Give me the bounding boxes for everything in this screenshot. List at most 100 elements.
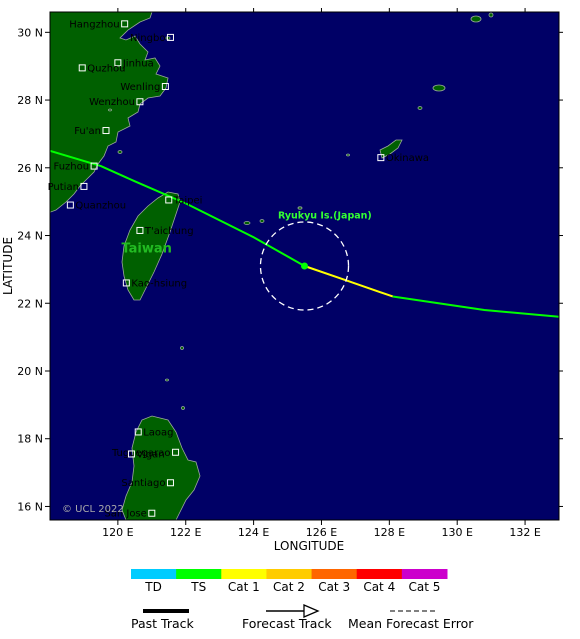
forecast-arrow-icon [303, 604, 320, 618]
city-marker [66, 201, 74, 209]
islet-g [297, 206, 303, 210]
islet-e [259, 219, 265, 223]
forecast-track-label: Forecast Track [242, 616, 332, 631]
taiwan-land [121, 191, 181, 301]
legend-category-label: Cat 5 [408, 580, 440, 594]
okinawa-island [379, 139, 403, 159]
x-tick-label: 130 E [441, 526, 472, 539]
y-tick-label: 16 N [17, 500, 43, 513]
city-label: Laoag [143, 427, 173, 438]
city-marker [78, 64, 86, 72]
axis-ticks: 120 E 122 E 124 E 126 E 128 E 130 E 132 E 16 N 1… [17, 8, 563, 539]
city-marker [161, 83, 169, 91]
city-marker [136, 98, 144, 106]
city-marker [166, 479, 174, 487]
x-tick-label: 132 E [509, 526, 540, 539]
islet-b [462, 7, 468, 11]
region-label-ryukyu: Ryukyu Is.(Japan) [278, 211, 372, 222]
city-marker [148, 509, 156, 517]
island-north-east [470, 15, 482, 23]
city-marker [172, 448, 180, 456]
mean-error-label: Mean Forecast Error [348, 616, 474, 631]
forecast-track-line-ts [392, 295, 559, 318]
city-label: Ningbo [130, 33, 165, 44]
city-marker [165, 196, 173, 204]
plot-frame [49, 11, 560, 521]
city-marker [134, 428, 142, 436]
islet-h [180, 346, 184, 350]
city-marker [166, 33, 174, 41]
city-marker [80, 182, 88, 190]
legend-swatch [131, 569, 177, 579]
city-marker [127, 450, 135, 458]
islet-j [165, 378, 169, 382]
island-amami [432, 84, 446, 92]
y-tick-label: 30 N [17, 26, 43, 39]
city-marker [90, 162, 98, 170]
x-axis-title: LONGITUDE [274, 539, 344, 553]
x-tick-label: 120 E [102, 526, 133, 539]
city-marker [102, 127, 110, 135]
city-label: Fu'an [74, 126, 101, 137]
islet-m [165, 36, 171, 40]
legend-swatch [221, 569, 267, 579]
legend-category-label: TD [144, 580, 162, 594]
y-tick-label: 22 N [17, 297, 43, 310]
region-label-taiwan: Taiwan [121, 241, 171, 256]
city-label: Hangzhou [69, 19, 119, 30]
y-tick-label: 18 N [17, 433, 43, 446]
luzon-land [121, 415, 201, 520]
islet-d [243, 221, 251, 225]
city-label: Fuzhou [54, 162, 90, 173]
city-label: San Jose [104, 509, 146, 520]
city-label: Kao-hsiung [131, 278, 187, 289]
x-tick-label: 128 E [374, 526, 405, 539]
y-tick-label: 24 N [17, 230, 43, 243]
city-label: Vigan [136, 449, 164, 460]
legend-swatch [401, 569, 448, 579]
city-label: Wenling [120, 82, 160, 93]
forecast-track-line-cat1 [304, 265, 394, 298]
city-label: Tuguegarao [111, 448, 171, 459]
city-label: Quanzhou [75, 201, 126, 212]
city-label: Taipei [173, 195, 203, 206]
islet-k [117, 150, 123, 154]
city-marker [121, 20, 129, 28]
islet-c [488, 12, 494, 18]
legend-category-label: Cat 4 [363, 580, 395, 594]
y-tick-label: 28 N [17, 94, 43, 107]
x-tick-label: 126 E [306, 526, 337, 539]
islet-f [346, 153, 350, 157]
storm-center-marker [301, 262, 308, 270]
city-marker [122, 279, 130, 287]
city-label: T'aichung [144, 226, 194, 237]
forecast-error-circle [259, 221, 350, 311]
legend-category-label: Cat 3 [318, 580, 350, 594]
legend-swatch [311, 569, 358, 579]
city-label: Jinhua [122, 58, 154, 69]
islet-i [181, 406, 185, 410]
city-label: Putian [48, 182, 79, 193]
intensity-legend: TD TS Cat 1 Cat 2 Cat 3 Cat 4 Cat 5 [131, 569, 448, 594]
y-tick-label: 26 N [17, 162, 43, 175]
legend-category-label: TS [190, 580, 206, 594]
city-marker [136, 226, 144, 234]
city-marker [114, 59, 122, 67]
mainland-china-land [50, 12, 169, 213]
y-tick-label: 20 N [17, 365, 43, 378]
city-label: Quzhou [87, 63, 125, 74]
islet-l [108, 108, 112, 112]
region-labels: Taiwan Ryukyu Is.(Japan) [121, 211, 371, 257]
city-label: Okinawa [386, 153, 429, 164]
city-label: Santiago [121, 478, 165, 489]
x-tick-label: 124 E [238, 526, 269, 539]
copyright-watermark: © UCL 2022 [62, 504, 124, 515]
legend-category-label: Cat 1 [228, 580, 260, 594]
legend-category-label: Cat 2 [273, 580, 305, 594]
x-tick-label: 122 E [170, 526, 201, 539]
land-masses [50, 7, 494, 520]
city-label: Wenzhou [89, 97, 135, 108]
city-marker [377, 154, 385, 162]
